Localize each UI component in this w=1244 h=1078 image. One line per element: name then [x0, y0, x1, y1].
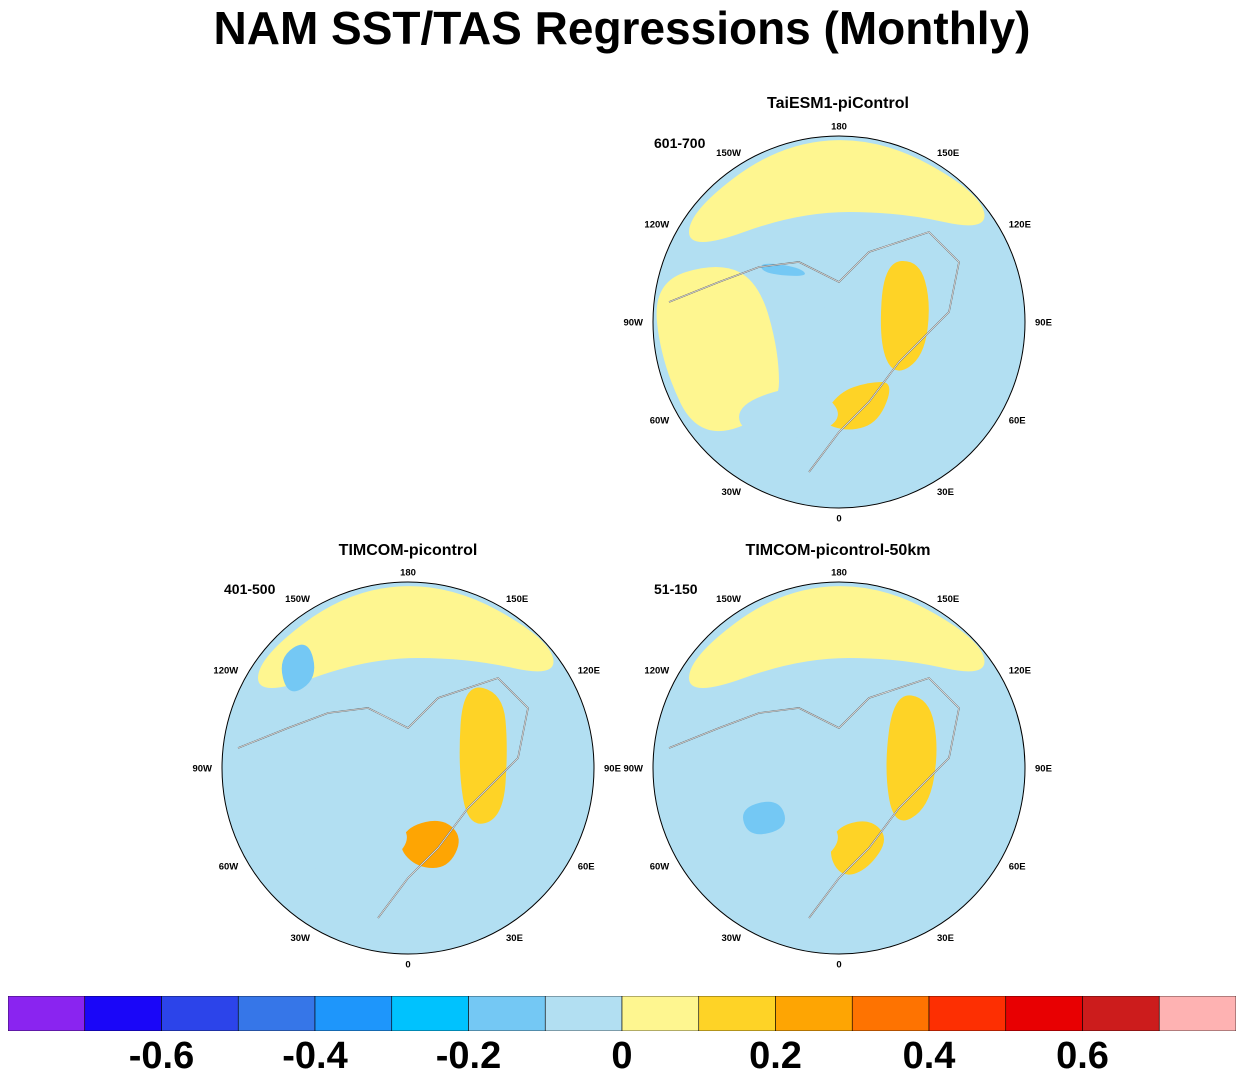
- panel-title-taiesm1: TaiESM1-piControl: [767, 95, 909, 112]
- colorbar-box-6: [468, 996, 546, 1031]
- lon-label-120e: 120E: [1009, 666, 1031, 677]
- colorbar-tick-label: -0.4: [282, 1035, 348, 1077]
- colorbar-box-12: [928, 996, 1007, 1031]
- lon-label-30e: 30E: [506, 933, 523, 944]
- panel-years-timcom: 401-500: [224, 581, 276, 597]
- colorbar-tick-label: 0: [611, 1035, 633, 1077]
- colorbar-box-11: [851, 996, 930, 1031]
- region-subtropical-pacific: [258, 586, 554, 688]
- lon-label-0: 0: [405, 960, 410, 971]
- colorbar-tick-label: 0.2: [749, 1035, 802, 1077]
- lon-label-60w: 60W: [650, 416, 670, 427]
- colorbar-box-9: [698, 996, 776, 1031]
- lon-label-0: 0: [836, 514, 841, 525]
- colorbar-box-7: [544, 996, 623, 1031]
- lon-label-60e: 60E: [578, 862, 595, 873]
- map-border: [652, 581, 1026, 955]
- chart-title: NAM SST/TAS Regressions (Monthly): [213, 2, 1031, 54]
- region-subpolar-north-atlantic: [298, 814, 407, 874]
- lon-label-90e: 90E: [1035, 318, 1052, 329]
- map-border: [221, 581, 595, 955]
- colorbar-box-8: [621, 996, 700, 1031]
- region-canadian-arctic-greenland: [759, 732, 841, 822]
- colorbar-box-10: [775, 996, 853, 1031]
- lon-label-90w: 90W: [192, 764, 212, 775]
- region-alaska-western-canada: [281, 644, 315, 692]
- region-scandinavia: [401, 820, 459, 868]
- region-subpolar-north-atlantic: [739, 388, 838, 439]
- colorbar-tick-label: 0.6: [1056, 1035, 1109, 1077]
- panel-title-timcom50: TIMCOM-picontrol-50km: [745, 542, 931, 559]
- region-eurasia-siberia: [459, 687, 507, 824]
- lon-label-120w: 120W: [644, 666, 669, 677]
- lon-label-60e: 60E: [1009, 862, 1026, 873]
- lon-label-150w: 150W: [716, 148, 741, 159]
- region-western-europe-scandinavia: [825, 382, 890, 430]
- lon-label-120w: 120W: [213, 666, 238, 677]
- colorbar-box-3: [237, 996, 316, 1031]
- lon-label-150e: 150E: [937, 148, 959, 159]
- region-north-america-east: [656, 267, 779, 432]
- lon-label-30w: 30W: [721, 933, 741, 944]
- colorbar-tick-label: 0.4: [902, 1035, 956, 1077]
- lon-label-90e: 90E: [1035, 764, 1052, 775]
- lon-label-150w: 150W: [716, 594, 741, 605]
- colorbar-box-4: [314, 996, 393, 1031]
- colorbar: [8, 996, 1236, 1031]
- lon-label-150e: 150E: [937, 594, 959, 605]
- panel-years-taiesm1: 601-700: [654, 135, 706, 151]
- lon-label-60w: 60W: [219, 862, 239, 873]
- lon-label-120e: 120E: [578, 666, 600, 677]
- colorbar-box-14: [1082, 996, 1160, 1031]
- lon-label-150w: 150W: [285, 594, 310, 605]
- colorbar-box-0: [8, 996, 86, 1031]
- colorbar-tick-label: -0.6: [128, 1035, 195, 1077]
- colorbar-box-15: [1158, 996, 1236, 1031]
- lon-label-180: 180: [400, 568, 416, 579]
- lon-label-120e: 120E: [1009, 220, 1031, 231]
- region-subtropical-pacific: [689, 586, 985, 688]
- lon-label-90w: 90W: [623, 764, 643, 775]
- colorbar-box-1: [84, 996, 162, 1031]
- lon-label-150e: 150E: [506, 594, 528, 605]
- lon-label-0: 0: [836, 960, 841, 971]
- lon-label-30w: 30W: [290, 933, 310, 944]
- lon-label-90w: 90W: [623, 318, 643, 329]
- panel-years-timcom50: 51-150: [654, 581, 698, 597]
- colorbar-tick-label: -0.2: [435, 1035, 502, 1077]
- colorbar-box-2: [161, 996, 239, 1031]
- lon-label-60w: 60W: [650, 862, 670, 873]
- lon-label-180: 180: [831, 122, 847, 133]
- panel-title-timcom: TIMCOM-picontrol: [338, 542, 478, 559]
- map-border: [652, 135, 1026, 509]
- colorbar-box-5: [391, 996, 469, 1031]
- colorbar-box-13: [1005, 996, 1083, 1031]
- region-canadian-arctic-greenland: [779, 302, 851, 376]
- region-labrador-sea: [743, 801, 785, 835]
- lon-label-30e: 30E: [937, 487, 954, 498]
- region-eurasia-siberia: [886, 695, 937, 821]
- lon-label-120w: 120W: [644, 220, 669, 231]
- region-arctic-coastal-canada: [761, 263, 805, 276]
- lon-label-180: 180: [831, 568, 847, 579]
- lon-label-90e: 90E: [604, 764, 621, 775]
- region-western-europe-scandinavia: [830, 821, 884, 875]
- lon-label-30w: 30W: [721, 487, 741, 498]
- region-subtropical-pacific: [689, 140, 985, 242]
- lon-label-60e: 60E: [1009, 416, 1026, 427]
- lon-label-30e: 30E: [937, 933, 954, 944]
- region-canadian-arctic-greenland: [328, 732, 410, 822]
